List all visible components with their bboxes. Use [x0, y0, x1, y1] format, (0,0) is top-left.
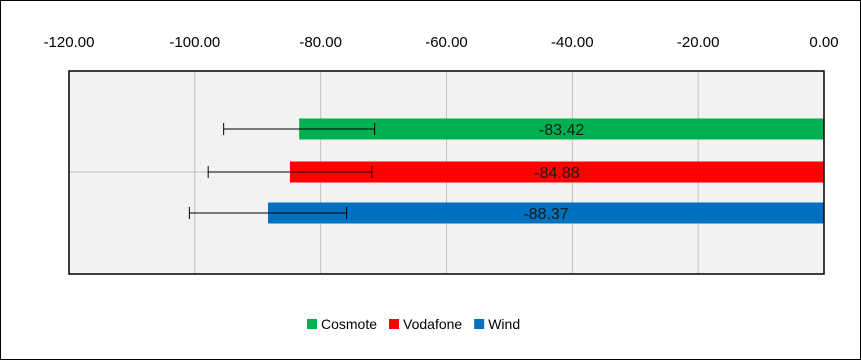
x-tick-label: -40.00 [551, 34, 594, 51]
legend-swatch-cosmote [307, 319, 317, 329]
legend-swatch-vodafone [389, 319, 400, 329]
x-tick-label: -60.00 [425, 34, 468, 51]
bar-wind [268, 202, 825, 224]
x-tick-label: -80.00 [299, 34, 342, 51]
data-label-cosmote: -83.42 [539, 122, 584, 139]
bar-cosmote [299, 118, 824, 140]
x-tick-label: -20.00 [677, 34, 720, 51]
legend: Cosmote Vodafone Wind [307, 316, 520, 332]
legend-label-vodafone: Vodafone [403, 316, 462, 332]
x-tick-label: -100.00 [169, 34, 220, 51]
x-tick-label: 0.00 [809, 34, 838, 51]
x-axis-ticks: -120.00 -100.00 -80.00 -60.00 -40.00 -20.00 0.… [44, 34, 839, 51]
data-label-vodafone: -84.88 [534, 165, 579, 182]
x-tick-label: -120.00 [44, 34, 95, 51]
bars: -83.42 -84.88 -88.37 [188, 118, 825, 224]
data-label-wind: -88.37 [523, 206, 568, 223]
legend-label-cosmote: Cosmote [321, 316, 377, 332]
plot-border [68, 70, 825, 275]
legend-swatch-wind [474, 319, 485, 329]
legend-label-wind: Wind [488, 316, 520, 332]
bar-vodafone [289, 161, 824, 183]
